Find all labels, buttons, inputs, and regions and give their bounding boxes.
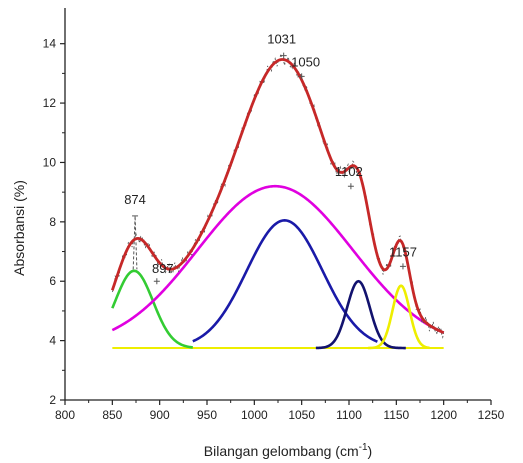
x-axis-title-main: Bilangan gelombang (cm [204, 443, 359, 459]
x-tick-label: 1200 [430, 408, 457, 422]
peak-label-1050: 1050 [291, 54, 320, 69]
x-axis-title: Bilangan gelombang (cm-1) [204, 442, 372, 459]
x-tick-label: 800 [55, 408, 75, 422]
x-tick-label: 900 [150, 408, 170, 422]
x-axis-title-superscript: -1 [359, 442, 368, 453]
series-gauss_main [192, 219, 378, 343]
peak-marker [153, 278, 160, 285]
x-tick-label: 1100 [336, 408, 362, 422]
peak-marker [280, 52, 287, 59]
raw-spectrum-line [111, 53, 445, 339]
series-gauss_left [111, 269, 194, 349]
peak-marker [347, 183, 354, 190]
y-tick-label: 4 [49, 334, 56, 348]
plot-curves [111, 52, 445, 350]
peak-marker [399, 263, 406, 270]
peak-label-874: 874 [124, 192, 146, 207]
x-tick-label: 1250 [478, 408, 505, 422]
fit-envelope-line [111, 58, 445, 334]
x-axis-title-tail: ) [368, 443, 373, 459]
y-tick-label: 12 [43, 96, 57, 110]
peak-label-1157: 1157 [389, 244, 417, 259]
series-gauss_1157 [367, 284, 430, 350]
peak-label-1031: 1031 [267, 32, 296, 47]
peak-label-1102: 1102 [335, 164, 363, 179]
peak-annotations: 874 897 1031 1050 1102 1157 [124, 32, 417, 277]
y-tick-label: 2 [49, 393, 56, 407]
series-gauss_broad [111, 184, 445, 334]
x-tick-label: 1150 [383, 408, 409, 422]
peak-marker [298, 73, 305, 80]
peak-label-897: 897 [152, 261, 174, 276]
y-axis-title: Absorbansi (%) [11, 180, 27, 276]
y-tick-label: 8 [49, 215, 56, 229]
x-tick-label: 1000 [241, 408, 268, 422]
y-tick-label: 14 [43, 37, 57, 51]
series-gauss_1102 [315, 279, 407, 350]
x-tick-label: 850 [102, 408, 122, 422]
x-tick-label: 1050 [288, 408, 315, 422]
raw-spike-874 [132, 215, 138, 270]
x-tick-label: 950 [197, 408, 217, 422]
axes: 800 850 900 950 1000 1050 1100 1150 1200 1250 2 4 6 8… [43, 8, 505, 422]
y-tick-label: 6 [49, 274, 56, 288]
y-tick-label: 10 [43, 155, 57, 169]
